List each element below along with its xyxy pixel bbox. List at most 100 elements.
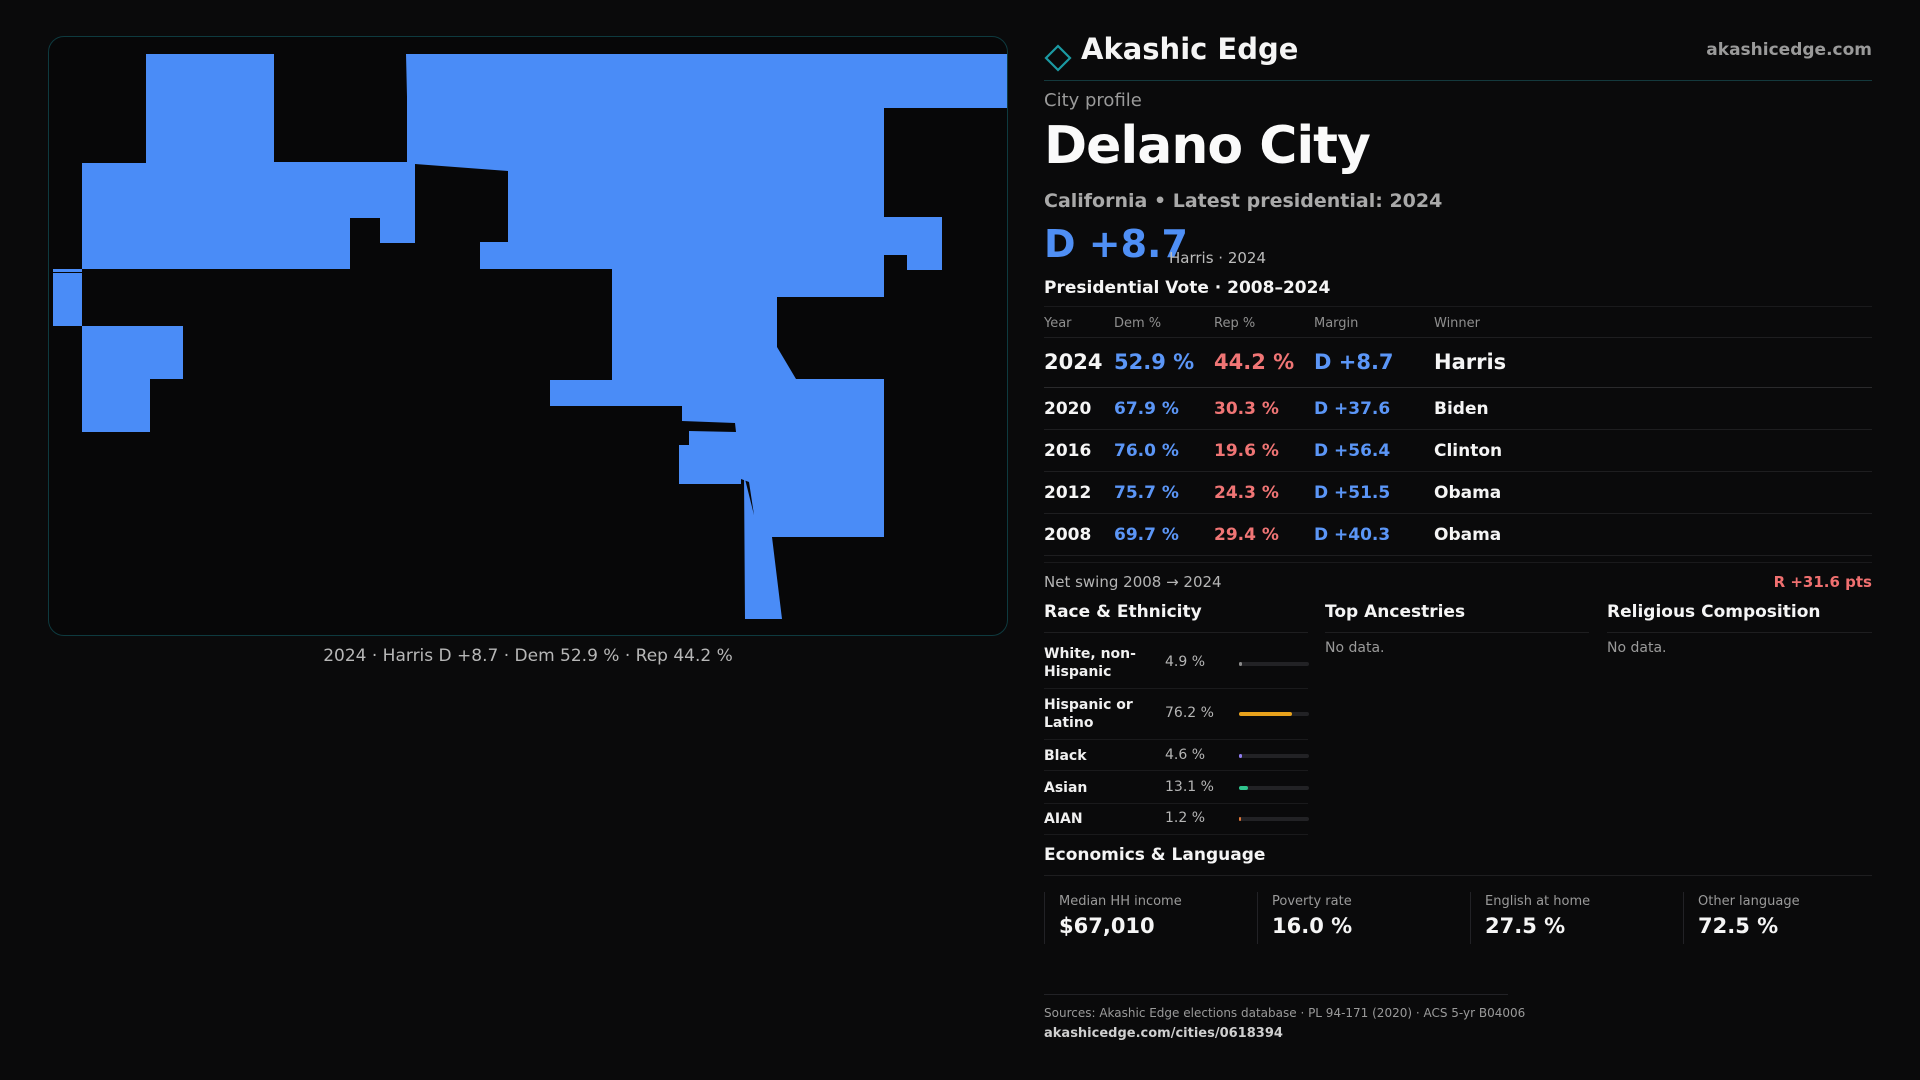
presidential-vote-table: Year Dem % Rep % Margin Winner 2024 52.9… [1044,306,1872,556]
race-label: Asian [1044,780,1088,796]
race-label: White, non-Hispanic [1044,646,1136,680]
race-value: 1.2 % [1165,810,1206,826]
race-bar-fill [1239,786,1249,790]
cell-year: 2024 [1044,350,1103,374]
city-boundary-west-parcel [53,273,82,326]
cell-rep: 30.3 % [1214,399,1279,419]
stat-label: English at home [1485,894,1591,909]
other-language-stat: Other language 72.5 % [1683,892,1873,944]
cell-year: 2020 [1044,399,1092,419]
diamond-outline-icon [1044,44,1072,72]
race-label: Hispanic or Latino [1044,697,1133,731]
cell-dem: 52.9 % [1114,350,1195,374]
race-row-asian: Asian 13.1 % [1044,773,1309,804]
race-row-hispanic: Hispanic or Latino 76.2 % [1044,692,1309,740]
race-value: 4.9 % [1165,654,1206,670]
race-bar-track [1239,662,1309,666]
median-income-stat: Median HH income $67,010 [1044,892,1243,944]
footer-divider [1044,994,1508,995]
cell-margin: D +37.6 [1314,399,1391,419]
race-bar-fill [1239,712,1293,716]
religion-section-divider [1607,632,1872,633]
cell-winner: Obama [1434,525,1502,545]
net-swing-row: Net swing 2008 → 2024 R +31.6 pts [1044,562,1872,593]
race-row-black: Black 4.6 % [1044,742,1309,771]
column-header-dem: Dem % [1114,316,1162,331]
race-section-title: Race & Ethnicity [1044,602,1202,622]
cell-winner: Biden [1434,399,1489,419]
race-value: 13.1 % [1165,779,1214,795]
cell-winner: Clinton [1434,441,1503,461]
map-caption: 2024 · Harris D +8.7 · Dem 52.9 % · Rep … [323,646,733,666]
brand-header: Akashic Edge akashicedge.com [1044,32,1872,81]
cell-rep: 19.6 % [1214,441,1279,461]
race-bar-fill [1239,662,1243,666]
stat-label: Poverty rate [1272,894,1352,909]
cell-margin: D +8.7 [1314,350,1394,374]
race-label: AIAN [1044,811,1083,827]
race-row-white: White, non-Hispanic 4.9 % [1044,642,1309,689]
race-label: Black [1044,748,1087,764]
stat-value: 27.5 % [1485,914,1566,938]
cell-margin: D +51.5 [1314,483,1391,503]
english-at-home-stat: English at home 27.5 % [1470,892,1669,944]
brand-name: Akashic Edge [1081,32,1299,66]
cell-rep: 29.4 % [1214,525,1279,545]
column-header-rep: Rep % [1214,316,1256,331]
ancestries-empty-text: No data. [1325,640,1385,656]
ancestries-section-title: Top Ancestries [1325,602,1466,622]
source-url-link[interactable]: akashicedge.com/cities/0618394 [1044,1026,1283,1041]
city-boundary-shape [53,54,1007,619]
table-row: 2016 76.0 % 19.6 % D +56.4 Clinton [1044,430,1872,472]
cell-rep: 44.2 % [1214,350,1295,374]
city-boundary-polygon [53,54,1007,619]
column-header-winner: Winner [1434,316,1481,331]
cell-dem: 75.7 % [1114,483,1179,503]
brand-url-link[interactable]: akashicedge.com [1706,40,1872,60]
cell-margin: D +40.3 [1314,525,1391,545]
cell-winner: Harris [1434,350,1507,374]
stat-value: $67,010 [1059,914,1155,938]
net-swing-value: R +31.6 pts [1773,573,1872,591]
sources-text: Sources: Akashic Edge elections database… [1044,1006,1526,1020]
race-bar-track [1239,712,1309,716]
table-row: 2008 69.7 % 29.4 % D +40.3 Obama [1044,514,1872,556]
cell-dem: 76.0 % [1114,441,1179,461]
race-section-divider [1044,632,1308,633]
race-bar-track [1239,786,1309,790]
profile-eyebrow: City profile [1044,90,1142,111]
cell-dem: 69.7 % [1114,525,1179,545]
table-row: 2020 67.9 % 30.3 % D +37.6 Biden [1044,388,1872,430]
race-bar-track [1239,754,1309,758]
net-swing-label: Net swing 2008 → 2024 [1044,573,1222,591]
column-header-margin: Margin [1314,316,1359,331]
religion-section-title: Religious Composition [1607,602,1821,622]
latest-margin: D +8.7 [1044,222,1188,266]
economics-section-title: Economics & Language [1044,845,1266,865]
page-title: Delano City [1044,116,1371,176]
profile-subtitle: California • Latest presidential: 2024 [1044,190,1443,212]
cell-year: 2008 [1044,525,1092,545]
city-boundary-map[interactable] [48,36,1008,636]
race-value: 76.2 % [1165,705,1214,721]
cell-rep: 24.3 % [1214,483,1279,503]
race-bar-track [1239,817,1309,821]
stat-value: 72.5 % [1698,914,1779,938]
column-header-year: Year [1044,316,1072,331]
cell-dem: 67.9 % [1114,399,1179,419]
poverty-rate-stat: Poverty rate 16.0 % [1257,892,1456,944]
economics-section-divider [1044,875,1872,876]
race-row-aian: AIAN 1.2 % [1044,804,1309,835]
latest-margin-note: Harris · 2024 [1169,249,1267,267]
stat-label: Other language [1698,894,1800,909]
stat-label: Median HH income [1059,894,1182,909]
race-bar-fill [1239,817,1242,821]
vote-table-title: Presidential Vote · 2008–2024 [1044,278,1331,298]
cell-year: 2012 [1044,483,1092,503]
table-row: 2012 75.7 % 24.3 % D +51.5 Obama [1044,472,1872,514]
ancestries-section-divider [1325,632,1589,633]
cell-year: 2016 [1044,441,1092,461]
religion-empty-text: No data. [1607,640,1667,656]
cell-winner: Obama [1434,483,1502,503]
table-header: Year Dem % Rep % Margin Winner [1044,307,1872,338]
